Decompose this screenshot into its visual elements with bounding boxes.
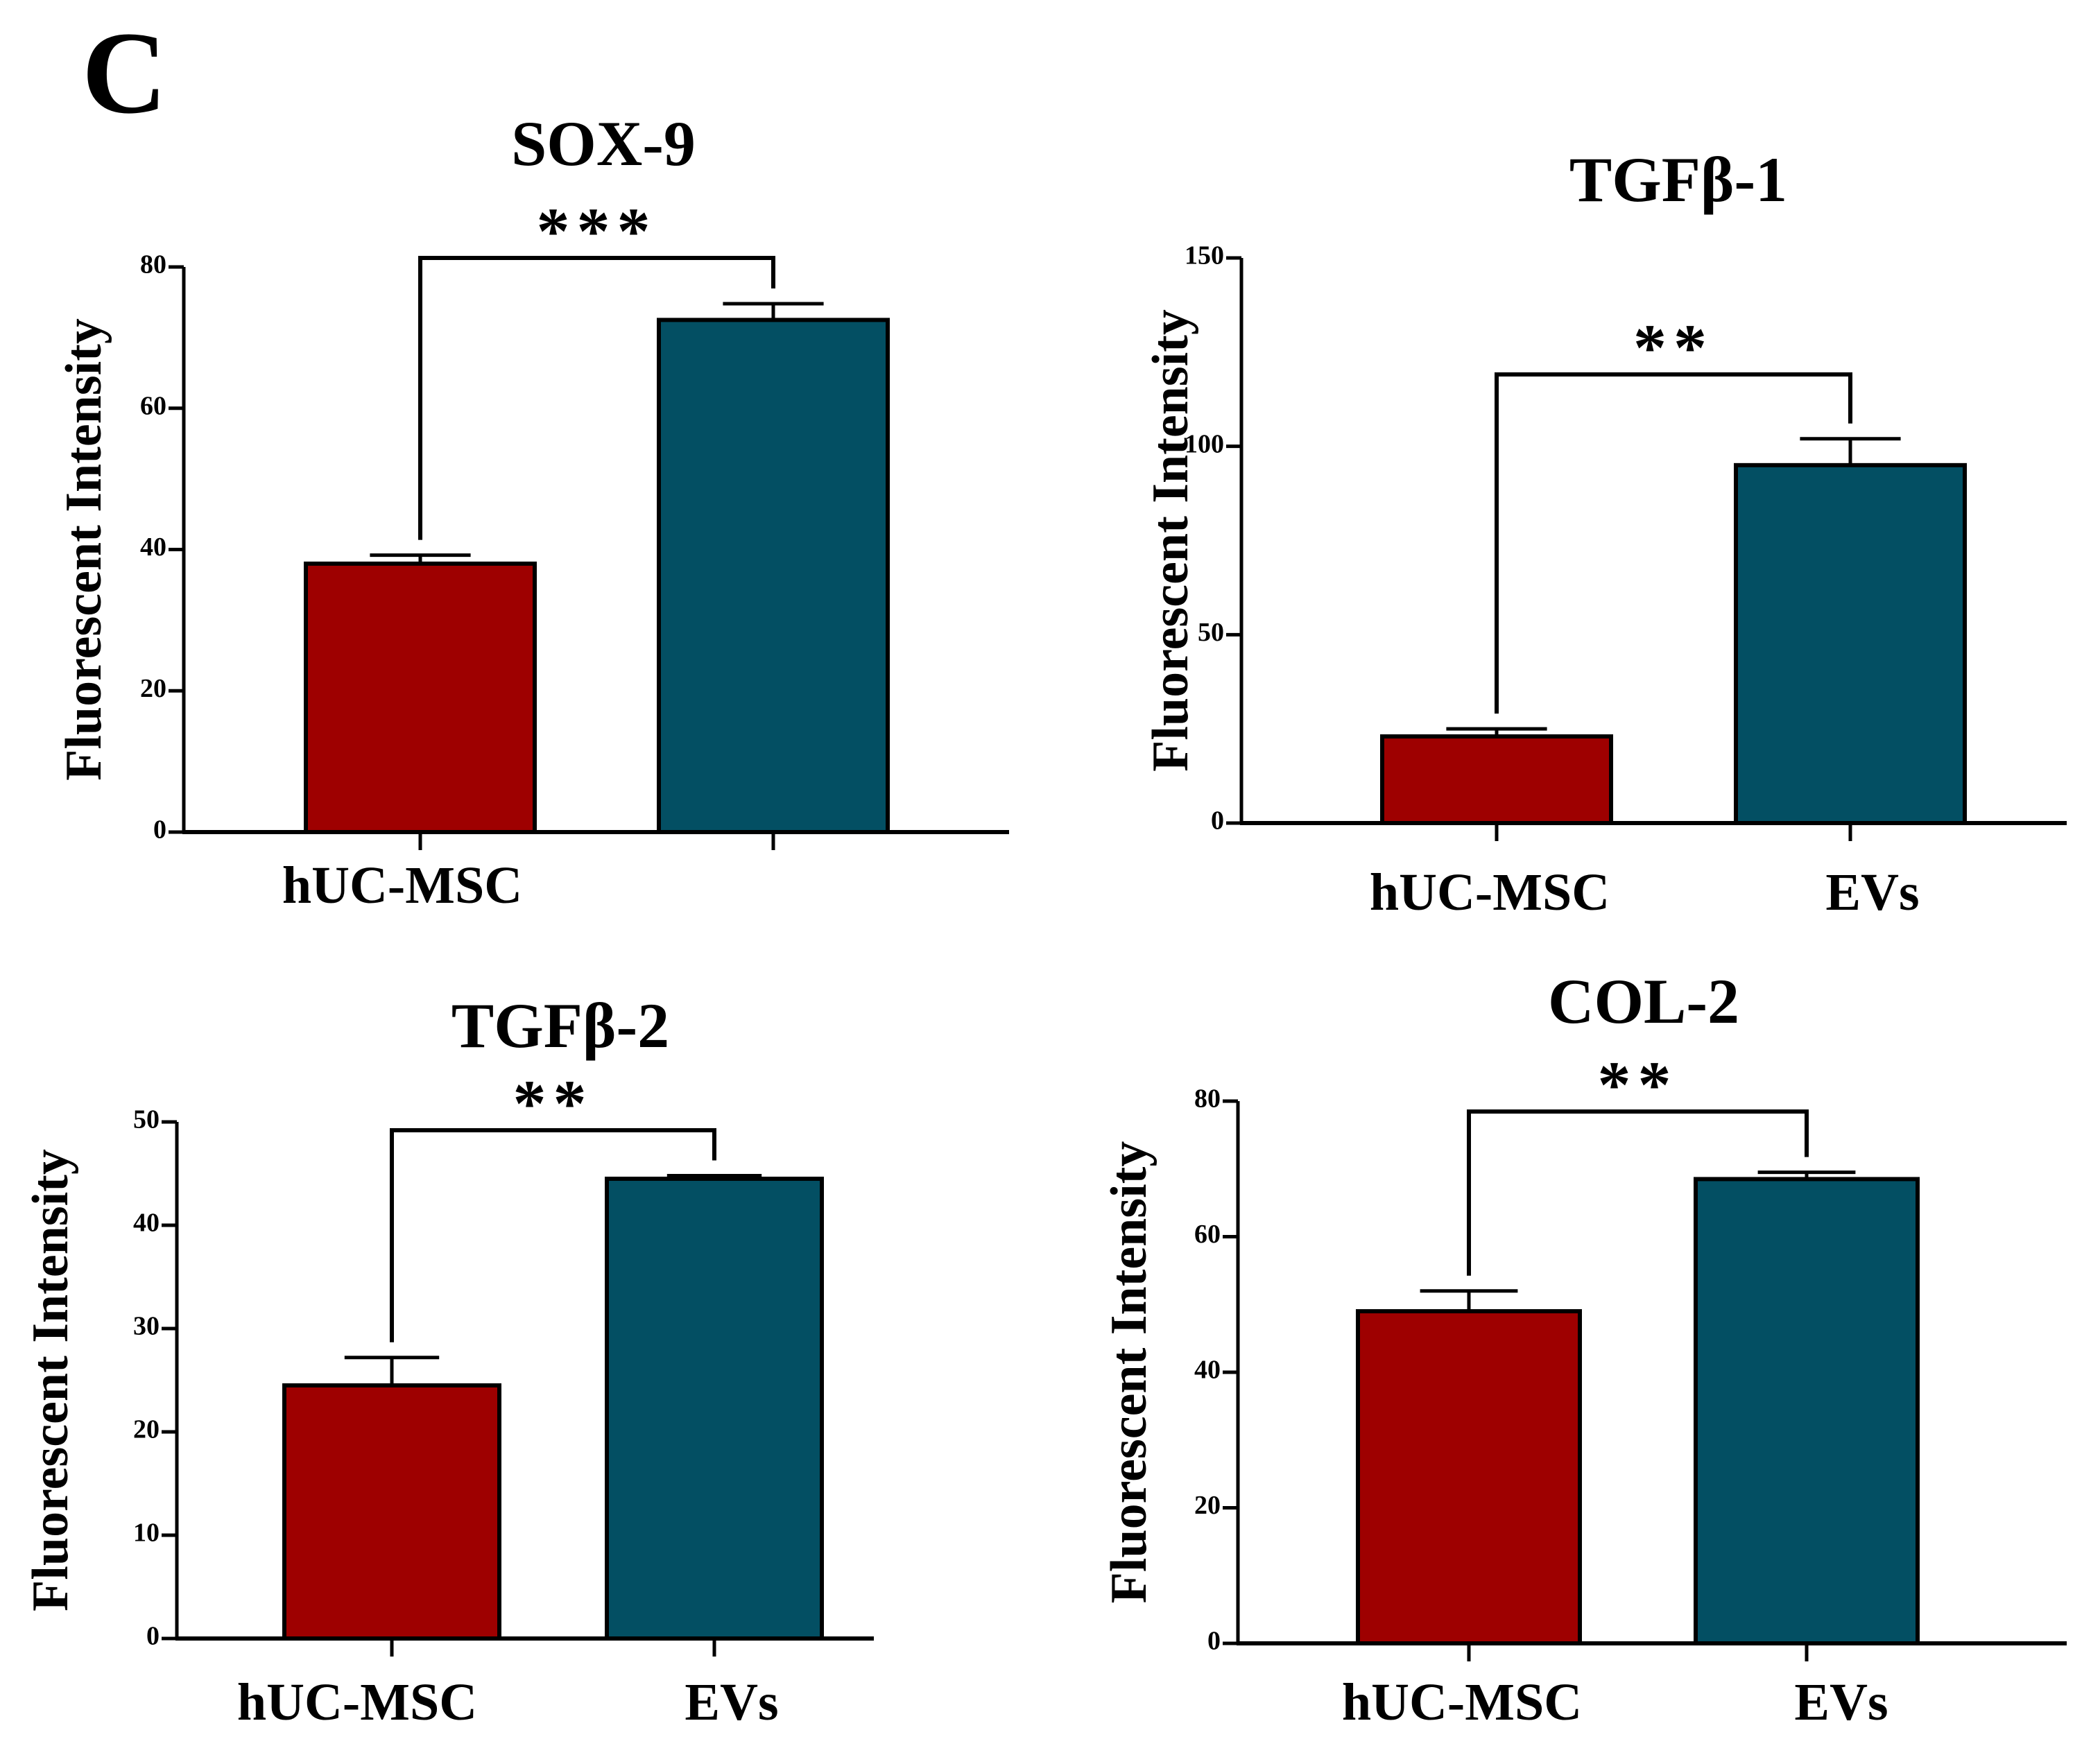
chart-1-significance-bracket xyxy=(418,256,775,540)
chart-3-significance-bracket xyxy=(390,1128,716,1342)
chart-3-bar xyxy=(605,1176,824,1641)
chart-1-bar xyxy=(304,561,537,834)
chart-2-significance-bracket xyxy=(1495,372,1852,714)
chart-4-significance-bracket xyxy=(1467,1109,1809,1276)
chart-2-category-label: EVs xyxy=(1825,863,1919,922)
chart-2-bar xyxy=(1380,734,1613,825)
chart-1-title: SOX-9 xyxy=(511,108,696,179)
chart-4-category-label: EVs xyxy=(1794,1673,1888,1731)
chart-2-y-tick-label: 150 xyxy=(1185,241,1224,270)
chart-3-title: TGFβ-2 xyxy=(451,990,669,1061)
chart-1-y-tick-label: 20 xyxy=(140,674,166,703)
chart-2-y-tick-label: 0 xyxy=(1211,806,1224,836)
chart-2-y-tick-label: 100 xyxy=(1185,429,1224,458)
chart-4-y-tick-label: 60 xyxy=(1194,1220,1221,1249)
chart-1-ylabel: Fluorescent Intensity xyxy=(55,318,112,781)
chart-3-category-label: EVs xyxy=(685,1673,778,1731)
chart-1-category-label: hUC-MSC xyxy=(282,856,522,915)
chart-4-y-tick-label: 0 xyxy=(1207,1627,1221,1656)
chart-2-bar xyxy=(1734,462,1967,825)
chart-2-y-tick-label: 50 xyxy=(1198,618,1224,647)
chart-2-significance-label: ** xyxy=(1633,311,1714,385)
chart-3-y-tick-label: 0 xyxy=(146,1622,160,1651)
chart-3-significance-label: ** xyxy=(513,1066,594,1141)
panel-label: C xyxy=(82,8,167,138)
chart-4-y-tick-label: 20 xyxy=(1194,1491,1221,1520)
chart-4-title: COL-2 xyxy=(1548,966,1739,1037)
chart-1-significance-label: *** xyxy=(537,194,657,268)
chart-4-y-tick-label: 80 xyxy=(1194,1084,1221,1114)
chart-3-category-label: hUC-MSC xyxy=(237,1673,477,1731)
chart-3-y-tick-label: 50 xyxy=(133,1105,160,1134)
chart-2-ylabel: Fluorescent Intensity xyxy=(1142,309,1199,772)
chart-1-bar xyxy=(657,318,890,834)
chart-3-y-tick-label: 20 xyxy=(133,1415,160,1444)
chart-3-ylabel: Fluorescent Intensity xyxy=(22,1149,79,1611)
chart-1-y-tick-label: 0 xyxy=(153,815,166,845)
chart-4-significance-label: ** xyxy=(1598,1048,1678,1122)
chart-4-bar xyxy=(1694,1177,1920,1645)
chart-3-y-tick-label: 30 xyxy=(133,1312,160,1341)
chart-1-y-tick-label: 60 xyxy=(140,391,166,420)
chart-1-y-tick-label: 40 xyxy=(140,533,166,562)
chart-4-ylabel: Fluorescent Intensity xyxy=(1101,1141,1157,1604)
chart-3-y-tick-label: 40 xyxy=(133,1209,160,1238)
chart-3-y-tick-label: 10 xyxy=(133,1519,160,1548)
chart-1-y-tick-label: 80 xyxy=(140,250,166,279)
chart-4-y-tick-label: 40 xyxy=(1194,1356,1221,1385)
chart-3-bar xyxy=(282,1383,501,1641)
chart-2-category-label: hUC-MSC xyxy=(1370,863,1610,922)
chart-2-title: TGFβ-1 xyxy=(1569,144,1787,215)
chart-4-bar xyxy=(1356,1309,1582,1646)
chart-4-category-label: hUC-MSC xyxy=(1342,1673,1582,1731)
